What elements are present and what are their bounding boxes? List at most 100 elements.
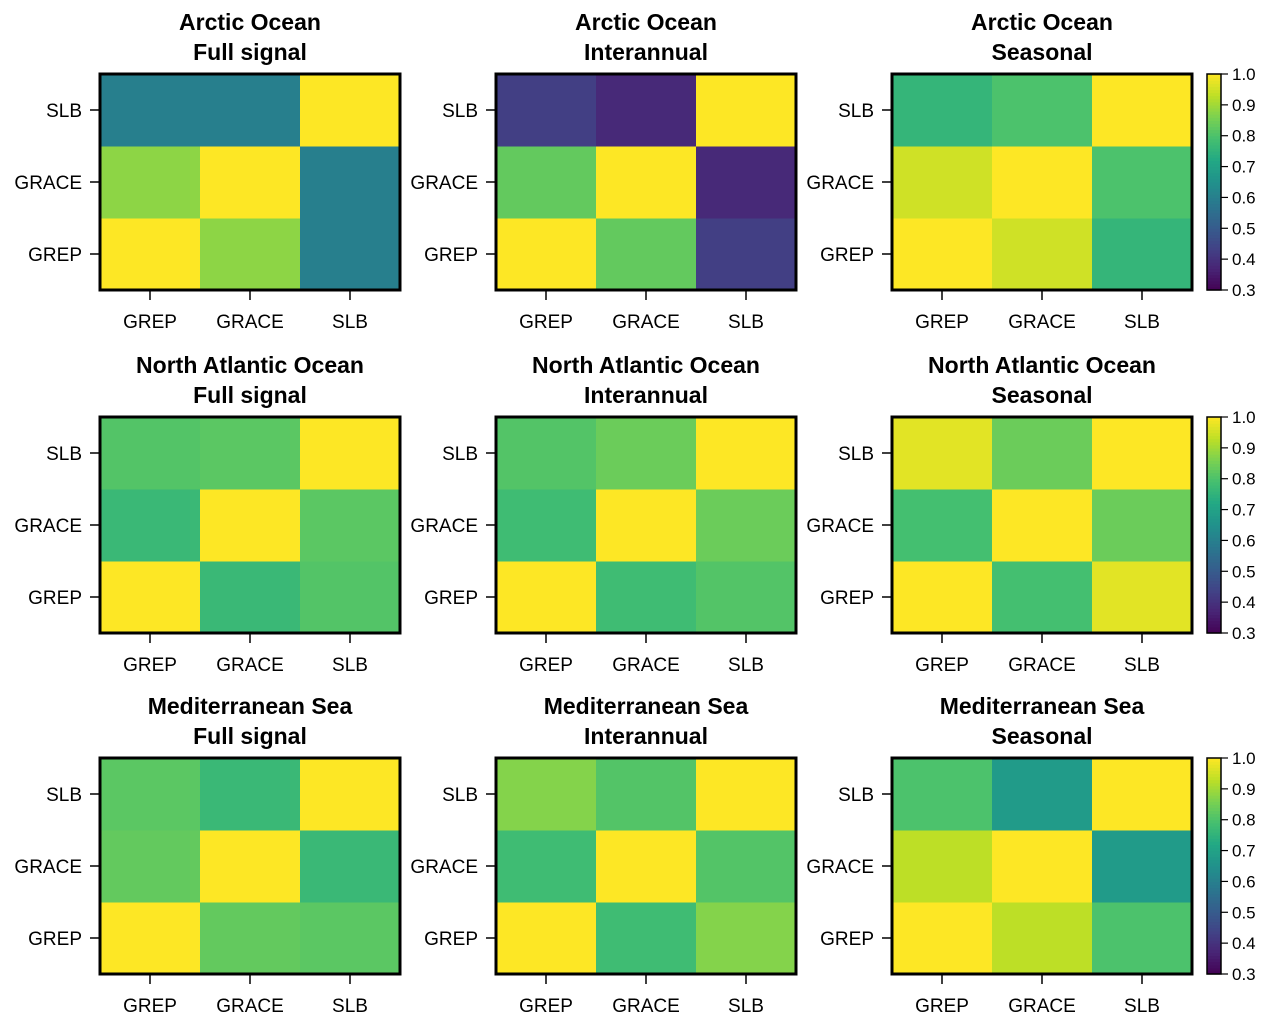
colorbar-step xyxy=(1207,872,1221,876)
colorbar-tick-label: 0.3 xyxy=(1232,624,1256,643)
heatmap-cell xyxy=(496,417,597,490)
heatmap-cell xyxy=(596,489,697,562)
heatmap-cell xyxy=(300,561,401,634)
colorbar-step xyxy=(1207,172,1221,177)
colorbar-step xyxy=(1207,249,1221,254)
x-tick-label: GREP xyxy=(915,655,969,676)
colorbar-step xyxy=(1207,583,1221,588)
colorbar-step xyxy=(1207,506,1221,511)
heatmap-cell xyxy=(596,758,697,831)
y-tick-label: GRACE xyxy=(806,516,874,537)
heatmap-cell xyxy=(496,758,597,831)
colorbar-step xyxy=(1207,537,1221,542)
x-tick-label: SLB xyxy=(728,996,764,1017)
colorbar-step xyxy=(1207,878,1221,883)
y-tick-label: SLB xyxy=(838,785,874,806)
colorbar-step xyxy=(1207,555,1221,560)
colorbar-step xyxy=(1207,776,1221,781)
heatmap-panel: North Atlantic Ocean Seasonal GREP GRACE SLB… xyxy=(806,352,1194,676)
panel-subtitle: Seasonal xyxy=(992,723,1093,749)
colorbar-step xyxy=(1207,543,1221,548)
panel-subtitle: Interannual xyxy=(584,39,708,65)
colorbar-step xyxy=(1207,761,1221,765)
colorbar-step xyxy=(1207,791,1221,796)
x-tick-label: GRACE xyxy=(612,655,680,676)
heatmap-cell xyxy=(496,489,597,562)
x-tick-label: GRACE xyxy=(1008,996,1076,1017)
heatmap-cell xyxy=(1092,74,1193,147)
heatmap-cell xyxy=(892,758,993,831)
colorbar-step xyxy=(1207,580,1221,585)
heatmap-cell xyxy=(992,489,1093,562)
colorbar-step xyxy=(1207,586,1221,591)
y-tick-label: GREP xyxy=(28,245,82,266)
colorbar-step xyxy=(1207,487,1221,492)
heatmap-cell xyxy=(200,561,301,634)
colorbar-step xyxy=(1207,844,1221,849)
panel-subtitle: Seasonal xyxy=(992,39,1093,65)
colorbar-step xyxy=(1207,237,1221,242)
heatmap-cell xyxy=(200,74,301,147)
colorbar-step xyxy=(1207,565,1221,569)
colorbar-step xyxy=(1207,608,1221,612)
colorbar-tick-label: 1.0 xyxy=(1232,749,1256,768)
colorbar-step xyxy=(1207,552,1221,557)
colorbar-step xyxy=(1207,887,1221,892)
colorbar-tick-label: 0.5 xyxy=(1232,903,1256,922)
colorbar-step xyxy=(1207,169,1221,174)
heatmap-cell xyxy=(1092,489,1193,562)
colorbar-step xyxy=(1207,228,1221,232)
colorbar-step xyxy=(1207,617,1221,622)
colorbar-step xyxy=(1207,807,1221,812)
heatmap-cell xyxy=(300,146,401,219)
x-tick-label: GREP xyxy=(123,655,177,676)
heatmap-cell xyxy=(596,830,697,903)
colorbar-step xyxy=(1207,500,1221,504)
colorbar-tick-label: 0.4 xyxy=(1232,250,1256,269)
heatmap-cell xyxy=(696,74,797,147)
panel-title: Arctic Ocean xyxy=(971,9,1113,35)
colorbar-step xyxy=(1207,906,1221,910)
colorbar-step xyxy=(1207,798,1221,802)
heatmap-cell xyxy=(696,218,797,291)
heatmap-cell xyxy=(892,830,993,903)
colorbar-step xyxy=(1207,225,1221,229)
colorbar-tick-label: 0.9 xyxy=(1232,96,1256,115)
panel-title: Mediterranean Sea xyxy=(148,693,353,719)
panel-subtitle: Interannual xyxy=(584,723,708,749)
heatmap-cell xyxy=(496,902,597,975)
colorbar-step xyxy=(1207,856,1221,861)
colorbar-step xyxy=(1207,835,1221,839)
heatmap-cell xyxy=(892,489,993,562)
heatmap-cell xyxy=(1092,417,1193,490)
colorbar-step xyxy=(1207,964,1221,969)
heatmap-cell xyxy=(892,417,993,490)
colorbar-step xyxy=(1207,259,1221,263)
y-tick-label: GREP xyxy=(424,245,478,266)
colorbar-step xyxy=(1207,813,1221,818)
colorbar-step xyxy=(1207,764,1221,768)
colorbar-step xyxy=(1207,497,1221,501)
heatmap-cell xyxy=(992,902,1093,975)
colorbar-step xyxy=(1207,961,1221,966)
colorbar-step xyxy=(1207,107,1221,112)
colorbar-tick-label: 1.0 xyxy=(1232,65,1256,84)
y-tick-label: GRACE xyxy=(410,173,478,194)
colorbar-step xyxy=(1207,850,1221,855)
y-tick-label: SLB xyxy=(442,785,478,806)
heatmap-cell xyxy=(992,218,1093,291)
colorbar-tick-label: 0.5 xyxy=(1232,562,1256,581)
colorbar-step xyxy=(1207,816,1221,821)
y-tick-label: GRACE xyxy=(410,857,478,878)
heatmap-cell xyxy=(300,830,401,903)
x-tick-label: GRACE xyxy=(216,996,284,1017)
heatmap-cell xyxy=(300,417,401,490)
colorbar-step xyxy=(1207,243,1221,248)
colorbar-step xyxy=(1207,927,1221,932)
colorbar-step xyxy=(1207,123,1221,128)
colorbar-step xyxy=(1207,491,1221,495)
x-tick-label: SLB xyxy=(332,655,368,676)
colorbar-step xyxy=(1207,862,1221,867)
colorbar-step xyxy=(1207,866,1221,870)
heatmap-cell xyxy=(100,218,201,291)
